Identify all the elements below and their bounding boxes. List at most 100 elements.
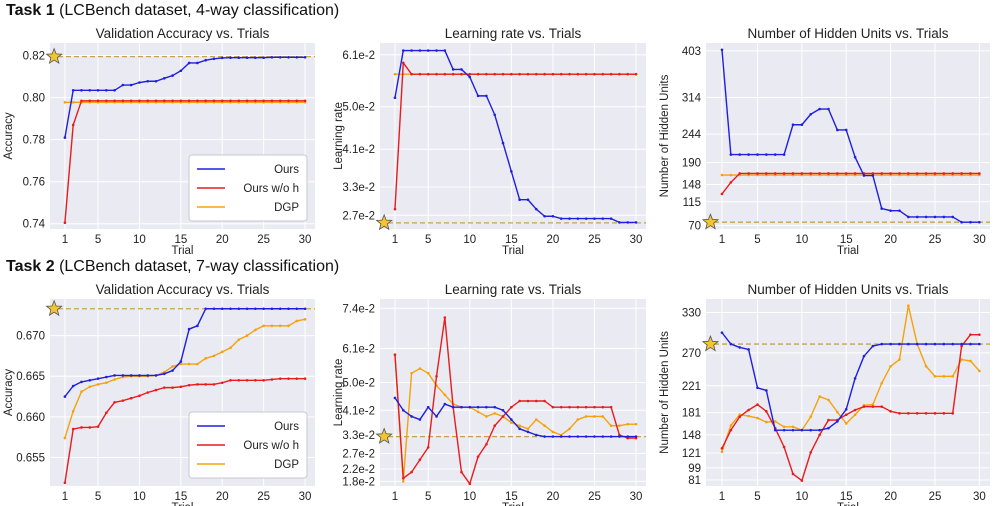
data-point-ours [245, 307, 249, 311]
data-point-ours-wo-h [237, 379, 241, 382]
series-line-ours [721, 332, 980, 431]
data-point-ours [756, 386, 759, 390]
data-point-ours-wo-h [568, 72, 571, 76]
data-point-dgp [287, 324, 290, 328]
y-tick-label: 0.80 [23, 93, 45, 105]
data-point-ours-wo-h [969, 172, 972, 175]
y-tick-label: 6.1e-2 [342, 343, 375, 355]
x-tick-label: 10 [133, 234, 146, 246]
x-tick-label: 5 [95, 234, 101, 246]
data-point-ours [593, 435, 596, 438]
data-point-ours [501, 141, 505, 145]
data-point-ours-wo-h [485, 72, 488, 76]
data-point-ours-wo-h [129, 396, 133, 400]
data-point-ours-wo-h [171, 386, 174, 389]
data-point-dgp [262, 324, 265, 328]
legend-label: Ours w/o h [243, 440, 299, 452]
data-point-ours-wo-h [510, 405, 513, 409]
chart-title: Validation Accuracy vs. Trials [96, 26, 270, 41]
data-point-ours-wo-h [924, 172, 928, 175]
data-point-ours-wo-h [889, 172, 892, 175]
data-point-ours-wo-h [844, 172, 848, 175]
data-point-ours [113, 88, 116, 92]
y-axis-label: Accuracy [3, 112, 15, 160]
data-point-dgp [634, 422, 638, 426]
data-point-ours-wo-h [960, 172, 963, 175]
data-point-ours [212, 307, 216, 311]
series-line-ours-wo-h [64, 377, 306, 483]
data-point-ours [809, 428, 813, 432]
data-point-dgp [551, 430, 555, 434]
data-point-ours [853, 377, 857, 380]
data-point-ours [827, 426, 830, 430]
y-tick-label: 4.1e-2 [342, 405, 375, 417]
data-point-dgp [593, 415, 596, 418]
x-tick-label: 15 [840, 234, 853, 246]
y-tick-label: 5.0e-2 [342, 102, 375, 114]
data-point-ours-wo-h [468, 72, 472, 76]
data-point-ours [782, 153, 786, 156]
x-axis-label: Trial [172, 502, 194, 506]
data-point-ours [129, 374, 133, 377]
x-axis-label: Trial [837, 245, 859, 257]
x-tick-label: 30 [299, 234, 312, 246]
data-point-ours-wo-h [146, 99, 150, 103]
y-tick-label: 4.1e-2 [342, 144, 375, 156]
data-point-ours [609, 435, 613, 438]
data-point-ours-wo-h [254, 99, 257, 103]
y-tick-label: 6.1e-2 [342, 50, 375, 62]
data-point-ours [426, 405, 430, 409]
x-tick-label: 15 [505, 234, 518, 246]
task2-hidden-units-chart: 1 5 10 15 20 25 308199121148181221270330Number… [659, 282, 990, 506]
y-tick-label: 99 [688, 463, 701, 475]
data-point-ours [63, 395, 67, 398]
data-point-ours [568, 217, 571, 220]
data-point-dgp [756, 416, 759, 420]
data-point-dgp [493, 412, 497, 415]
data-point-ours [96, 377, 100, 380]
data-point-ours-wo-h [270, 99, 274, 103]
legend-label: DGP [274, 202, 299, 214]
data-point-ours [738, 346, 742, 349]
x-tick-label: 15 [174, 234, 187, 246]
data-point-ours-wo-h [476, 455, 480, 458]
y-tick-label: 2.7e-2 [342, 449, 375, 461]
data-point-ours-wo-h [262, 99, 265, 103]
data-point-ours-wo-h [800, 479, 804, 482]
data-point-ours-wo-h [162, 99, 166, 103]
data-point-ours [410, 49, 413, 52]
data-point-dgp [601, 415, 605, 418]
data-point-ours [969, 342, 972, 346]
data-point-dgp [237, 338, 241, 341]
data-point-dgp [303, 318, 307, 321]
data-point-ours [237, 56, 241, 60]
data-point-ours [287, 307, 290, 311]
data-point-ours [262, 307, 265, 311]
y-tick-label: 81 [688, 475, 701, 487]
data-point-ours [765, 153, 768, 156]
x-tick-label: 5 [754, 234, 760, 246]
data-point-ours-wo-h [154, 99, 158, 103]
data-point-ours-wo-h [844, 413, 848, 416]
data-point-dgp [618, 424, 621, 428]
data-point-ours-wo-h [287, 99, 290, 103]
y-tick-label: 314 [682, 92, 702, 104]
data-point-ours-wo-h [765, 172, 768, 175]
data-point-ours [729, 342, 733, 346]
y-tick-label: 1.8e-2 [342, 476, 375, 488]
data-point-ours-wo-h [476, 72, 480, 76]
data-point-ours [270, 55, 274, 59]
data-point-ours [485, 94, 488, 98]
legend-label: Ours [274, 164, 299, 176]
y-tick-label: 270 [682, 348, 701, 360]
data-point-ours [146, 374, 150, 377]
y-tick-label: 121 [682, 448, 701, 460]
x-tick-label: 30 [973, 491, 986, 503]
data-point-ours-wo-h [138, 99, 141, 103]
data-point-ours-wo-h [460, 470, 463, 474]
y-axis-label: Number of Hidden Units [659, 74, 671, 197]
data-point-ours-wo-h [71, 427, 75, 431]
data-point-ours-wo-h [179, 99, 183, 103]
data-point-ours-wo-h [791, 472, 795, 476]
